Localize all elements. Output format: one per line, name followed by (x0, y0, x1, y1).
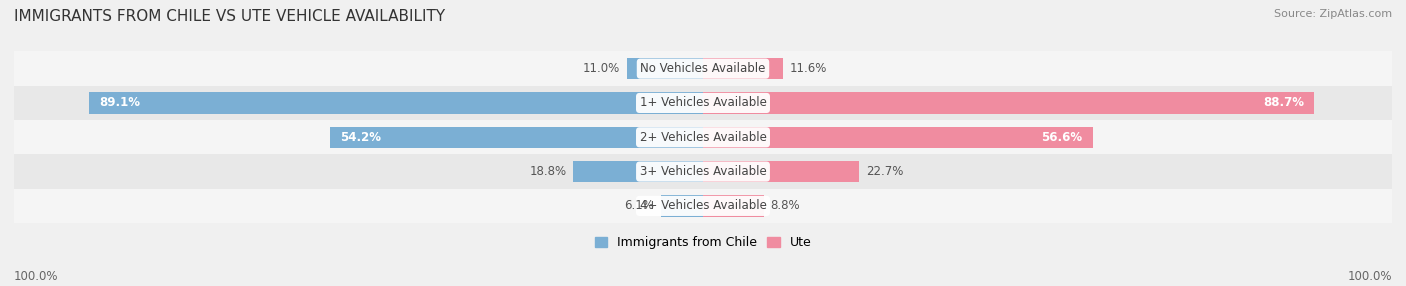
Text: 18.8%: 18.8% (530, 165, 567, 178)
Text: 88.7%: 88.7% (1263, 96, 1303, 110)
Bar (329, 127, 703, 148)
Legend: Immigrants from Chile, Ute: Immigrants from Chile, Ute (595, 236, 811, 249)
Bar (703, 161, 859, 182)
Bar (703, 195, 763, 217)
Text: 22.7%: 22.7% (866, 165, 904, 178)
Bar (14, 120, 1392, 154)
Text: 11.6%: 11.6% (790, 62, 827, 75)
Bar (14, 51, 1392, 86)
Bar (661, 195, 703, 217)
Text: 89.1%: 89.1% (100, 96, 141, 110)
Text: Source: ZipAtlas.com: Source: ZipAtlas.com (1274, 9, 1392, 19)
Text: 54.2%: 54.2% (340, 131, 381, 144)
Text: 1+ Vehicles Available: 1+ Vehicles Available (640, 96, 766, 110)
Text: 11.0%: 11.0% (583, 62, 620, 75)
Bar (703, 127, 1092, 148)
Text: No Vehicles Available: No Vehicles Available (640, 62, 766, 75)
Text: 8.8%: 8.8% (770, 199, 800, 212)
Text: 4+ Vehicles Available: 4+ Vehicles Available (640, 199, 766, 212)
Bar (627, 58, 703, 79)
Bar (574, 161, 703, 182)
Text: 100.0%: 100.0% (1347, 270, 1392, 283)
Bar (14, 86, 1392, 120)
Bar (703, 58, 783, 79)
Text: IMMIGRANTS FROM CHILE VS UTE VEHICLE AVAILABILITY: IMMIGRANTS FROM CHILE VS UTE VEHICLE AVA… (14, 9, 446, 23)
Text: 100.0%: 100.0% (14, 270, 59, 283)
Bar (14, 189, 1392, 223)
Bar (89, 92, 703, 114)
Text: 6.1%: 6.1% (624, 199, 654, 212)
Text: 56.6%: 56.6% (1042, 131, 1083, 144)
Bar (14, 154, 1392, 189)
Text: 2+ Vehicles Available: 2+ Vehicles Available (640, 131, 766, 144)
Text: 3+ Vehicles Available: 3+ Vehicles Available (640, 165, 766, 178)
Bar (703, 92, 1315, 114)
